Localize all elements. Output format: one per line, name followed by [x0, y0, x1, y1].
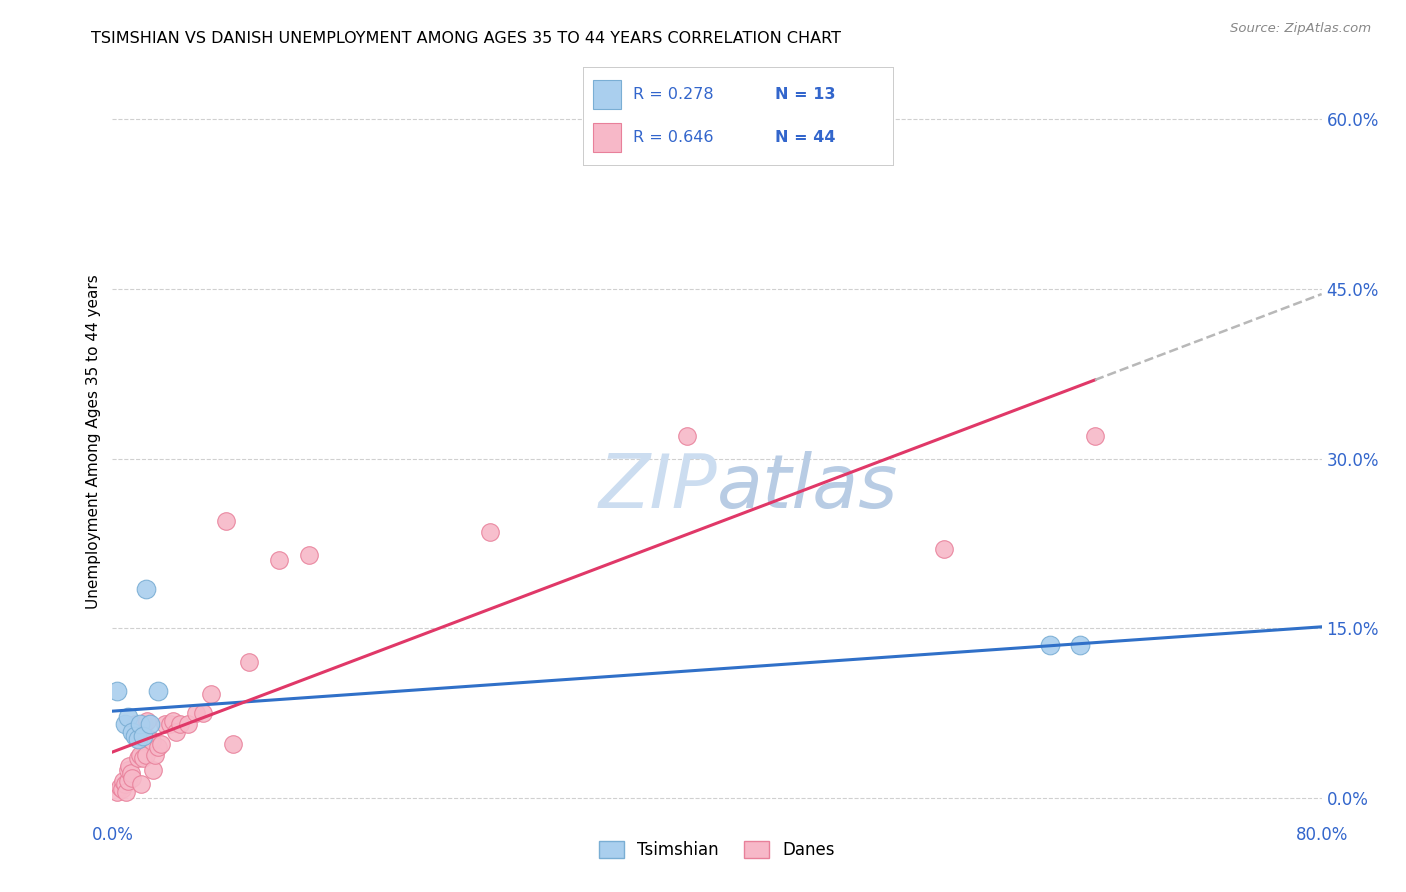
Point [267, 553, 290, 567]
Point [132, 751, 155, 765]
Point [135, 747, 157, 762]
Point [139, 732, 162, 747]
Text: TSIMSHIAN VS DANISH UNEMPLOYMENT AMONG AGES 35 TO 44 YEARS CORRELATION CHART: TSIMSHIAN VS DANISH UNEMPLOYMENT AMONG A… [91, 31, 841, 46]
Point [143, 747, 166, 762]
Point [1084, 429, 1107, 443]
Point [135, 582, 157, 596]
Point [932, 542, 955, 557]
Point [115, 785, 138, 799]
Point [141, 734, 163, 748]
Point [129, 777, 152, 791]
Point [222, 737, 245, 751]
Point [127, 732, 149, 747]
Y-axis label: Unemployment Among Ages 35 to 44 years: Unemployment Among Ages 35 to 44 years [86, 274, 101, 609]
Point [1038, 638, 1062, 652]
Point [124, 717, 146, 731]
Point [159, 717, 181, 731]
Point [128, 747, 150, 762]
Point [108, 780, 131, 794]
Point [117, 763, 139, 777]
Point [169, 717, 191, 731]
FancyBboxPatch shape [593, 123, 620, 153]
Point [238, 655, 260, 669]
Point [215, 514, 238, 528]
Point [675, 429, 697, 443]
Point [114, 717, 136, 731]
Point [142, 763, 165, 777]
Text: atlas: atlas [717, 451, 898, 523]
Point [125, 725, 148, 739]
Point [105, 785, 128, 799]
Point [146, 683, 169, 698]
Point [191, 706, 214, 720]
Point [120, 766, 142, 780]
Point [1069, 638, 1091, 652]
Point [298, 548, 321, 562]
Point [132, 729, 155, 743]
Point [184, 706, 207, 720]
Point [165, 725, 187, 739]
Point [479, 524, 502, 539]
Point [121, 771, 143, 785]
Point [177, 717, 200, 731]
Text: N = 13: N = 13 [775, 87, 835, 102]
Point [134, 717, 156, 731]
Point [136, 714, 159, 728]
Point [127, 751, 149, 765]
Point [200, 687, 222, 701]
FancyBboxPatch shape [593, 79, 620, 109]
Point [117, 709, 139, 723]
Point [124, 729, 146, 743]
Legend: Tsimshian, Danes: Tsimshian, Danes [592, 834, 842, 865]
Point [114, 777, 136, 791]
Point [121, 725, 143, 739]
Point [146, 740, 169, 755]
Point [139, 717, 162, 731]
Text: N = 44: N = 44 [775, 130, 835, 145]
Text: ZIP: ZIP [599, 451, 717, 523]
Point [155, 717, 177, 731]
Point [162, 714, 184, 728]
Text: R = 0.646: R = 0.646 [633, 130, 713, 145]
Point [149, 737, 172, 751]
Point [105, 683, 128, 698]
Text: R = 0.278: R = 0.278 [633, 87, 714, 102]
Point [112, 774, 135, 789]
Point [128, 717, 150, 731]
Point [117, 774, 139, 789]
Text: Source: ZipAtlas.com: Source: ZipAtlas.com [1230, 22, 1371, 36]
Point [110, 781, 132, 796]
Point [118, 759, 141, 773]
